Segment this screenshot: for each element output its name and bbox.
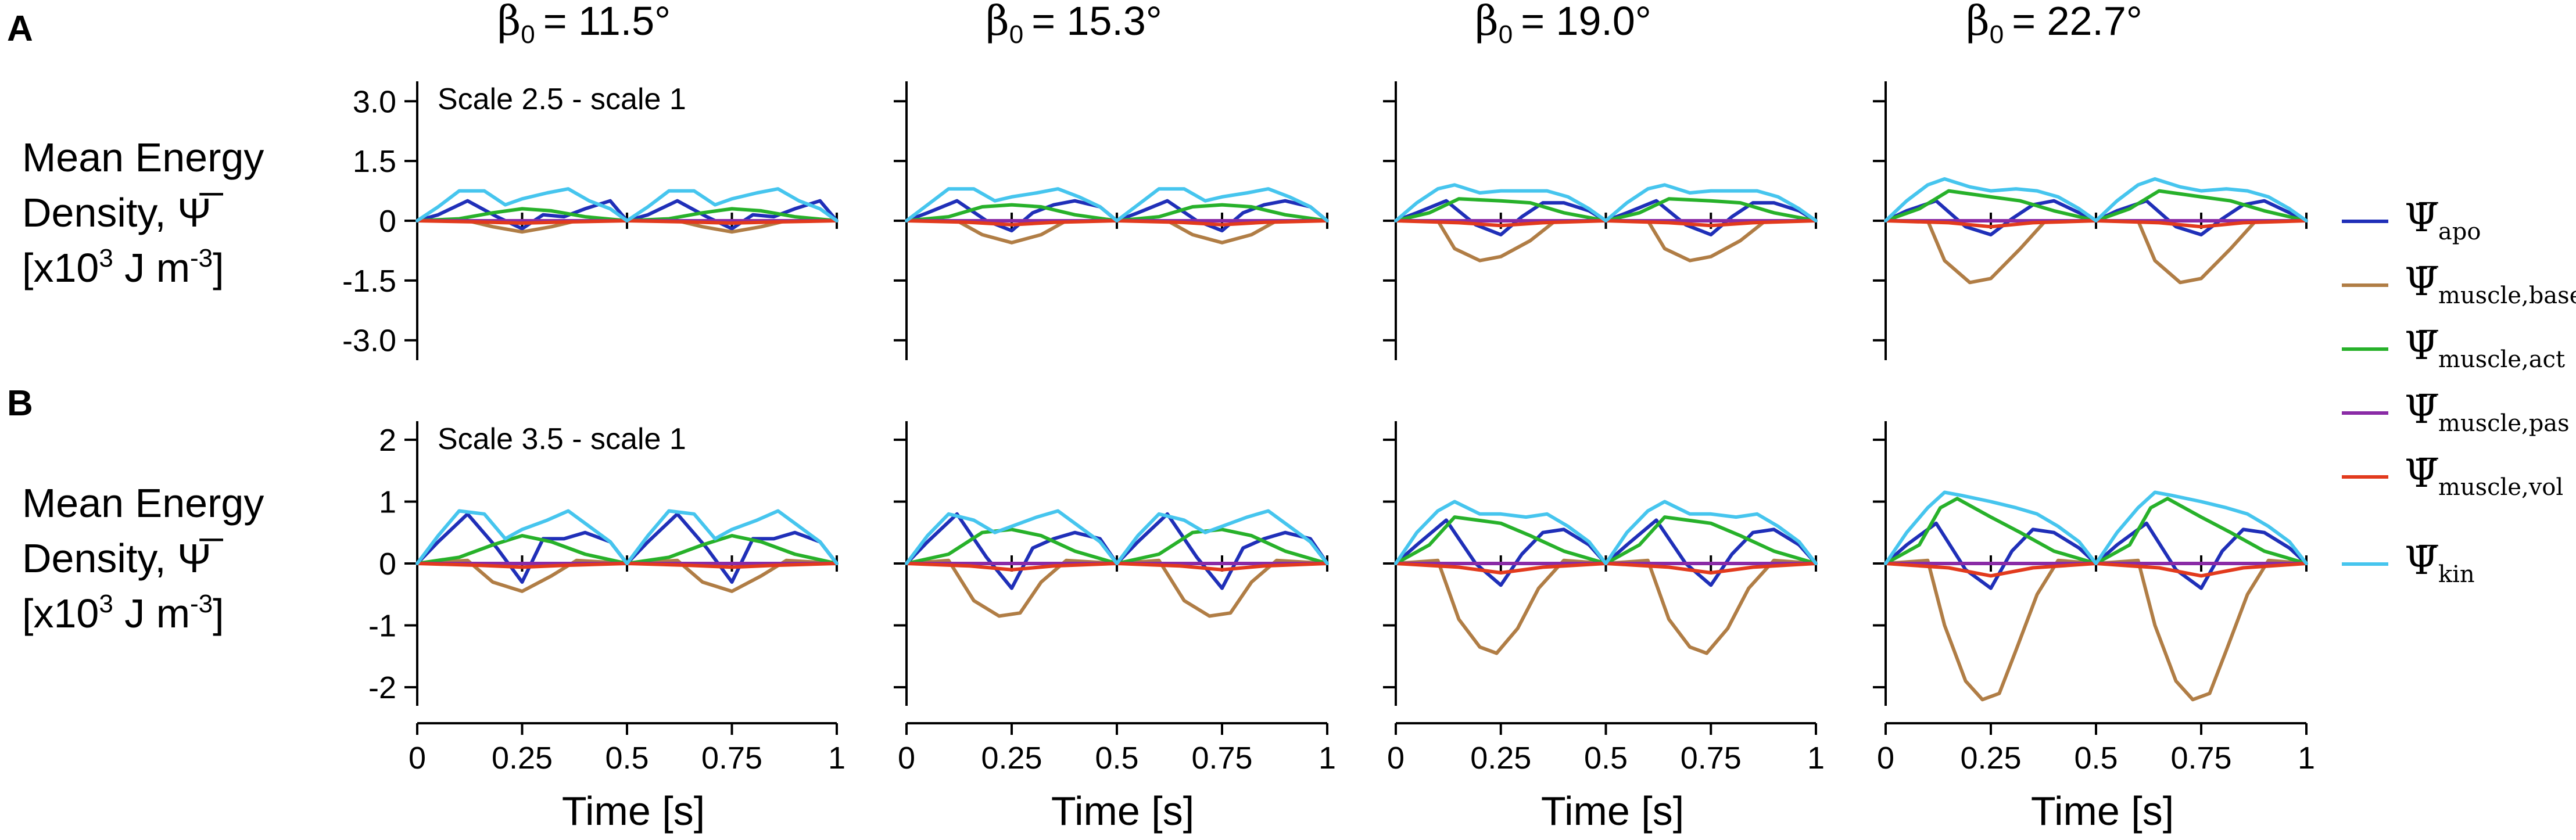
ylabel-b-line1: Mean Energy: [22, 480, 264, 526]
legend-item-muscle-base: Ψ̅muscle,base: [2342, 260, 2576, 309]
legend: Ψ̅apo Ψ̅muscle,base Ψ̅muscle,act Ψ̅muscl…: [2342, 196, 2576, 588]
ylabel-a-line3: [x103 J m-3]: [22, 244, 224, 290]
ylabel-a-line2: Density, Ψ̅: [22, 190, 224, 235]
series-apo: [1394, 518, 1818, 587]
y-tick-label: 0: [379, 204, 396, 239]
x-tick-label: 0.5: [1584, 741, 1628, 776]
plot-a-2: [894, 81, 1329, 360]
series-muscle-base: [1884, 219, 2308, 285]
xlabel-4: Time [s]: [2031, 788, 2174, 834]
series-muscle-base: [1884, 558, 2308, 702]
x-tick-label: 1: [2298, 741, 2315, 776]
legend-item-muscle-vol: Ψ̅muscle,vol: [2342, 451, 2563, 501]
x-tick-label: 0.75: [1681, 741, 1742, 776]
x-tick-label: 1: [828, 741, 845, 776]
column-title-1: β0 = 11.5°: [497, 0, 671, 49]
y-tick-label: -3.0: [342, 324, 396, 358]
x-tick-label: 1: [1807, 741, 1825, 776]
plot-b-2: 0 0.25 0.5 0.75 1: [894, 421, 1336, 776]
x-tick-label: 0.75: [701, 741, 762, 776]
series-kin: [1884, 490, 2308, 565]
ylabel-b-line2: Density, Ψ̅: [22, 536, 224, 581]
ylabel-a-line1: Mean Energy: [22, 135, 264, 180]
ylabel-b-line3: [x103 J m-3]: [22, 590, 224, 636]
legend-label-muscle-vol: Ψ̅muscle,vol: [2405, 451, 2563, 501]
x-tick-label: 0: [898, 741, 915, 776]
x-tick-label: 0: [409, 741, 426, 776]
legend-label-muscle-base: Ψ̅muscle,base: [2405, 260, 2576, 309]
legend-item-muscle-pas: Ψ̅muscle,pas: [2342, 387, 2570, 437]
y-tick-label: 2: [379, 423, 396, 458]
series-kin: [905, 187, 1329, 222]
x-tick-label: 0.75: [1191, 741, 1252, 776]
y-tick-label: 0: [379, 547, 396, 581]
panel-label-b: B: [7, 383, 33, 423]
plot-b-4: 0 0.25 0.5 0.75 1: [1873, 421, 2315, 776]
panel-label-a: A: [7, 9, 33, 49]
x-tick-label: 0.25: [1960, 741, 2021, 776]
annotation: Scale 2.5 - scale 1: [438, 82, 686, 116]
xlabels: Time [s] Time [s] Time [s] Time [s]: [562, 788, 2174, 834]
series-kin: [1884, 177, 2308, 222]
x-tick-label: 0.5: [1095, 741, 1138, 776]
series-muscle-base: [1394, 558, 1818, 655]
series-kin: [415, 509, 839, 565]
column-title-4: β0 = 22.7°: [1966, 0, 2143, 49]
x-tick-label: 0: [1877, 741, 1894, 776]
annotation: Scale 3.5 - scale 1: [438, 422, 686, 456]
column-titles: β0 = 11.5° β0 = 15.3° β0 = 19.0° β0 = 22.7°: [497, 0, 2143, 49]
legend-item-kin: Ψ̅kin: [2342, 539, 2475, 588]
x-tick-label: 0.5: [2074, 741, 2118, 776]
x-tick-label: 0.25: [492, 741, 553, 776]
chart-panels: 3.0 1.5 0 -1.5 -3.0 Scale 2.5 - scale 1 2 1 0 -1 -…: [342, 81, 2315, 776]
plot-a-4: [1873, 81, 2308, 360]
xlabel-1: Time [s]: [562, 788, 705, 834]
series-kin: [1394, 183, 1818, 222]
column-title-2: β0 = 15.3°: [986, 0, 1162, 49]
y-tick-label: 1: [379, 484, 396, 519]
plot-a-1: 3.0 1.5 0 -1.5 -3.0 Scale 2.5 - scale 1: [342, 81, 839, 360]
legend-item-apo: Ψ̅apo: [2342, 196, 2481, 245]
xlabel-2: Time [s]: [1051, 788, 1194, 834]
series-apo: [905, 512, 1329, 590]
y-tick-label: -2: [368, 670, 396, 705]
xlabel-3: Time [s]: [1541, 788, 1684, 834]
x-tick-label: 0: [1387, 741, 1405, 776]
x-tick-label: 1: [1319, 741, 1336, 776]
x-tick-label: 0.75: [2170, 741, 2231, 776]
series-kin: [1394, 500, 1818, 565]
legend-label-apo: Ψ̅apo: [2405, 196, 2481, 245]
ylabel-b: Mean Energy Density, Ψ̅ [x103 J m-3]: [22, 480, 264, 636]
legend-label-muscle-pas: Ψ̅muscle,pas: [2405, 387, 2570, 437]
series-kin: [415, 187, 839, 222]
plot-a-3: [1383, 81, 1818, 360]
y-tick-label: 1.5: [353, 144, 396, 179]
y-tick-label: -1: [368, 609, 396, 644]
ylabel-a: Mean Energy Density, Ψ̅ [x103 J m-3]: [22, 135, 264, 290]
legend-item-muscle-act: Ψ̅muscle,act: [2342, 324, 2565, 373]
column-title-3: β0 = 19.0°: [1475, 0, 1651, 49]
x-tick-label: 0.25: [1470, 741, 1531, 776]
y-tick-label: -1.5: [342, 264, 396, 299]
x-tick-label: 0.25: [981, 741, 1042, 776]
legend-label-kin: Ψ̅kin: [2405, 539, 2475, 588]
legend-label-muscle-act: Ψ̅muscle,act: [2405, 324, 2565, 373]
y-tick-label: 3.0: [353, 84, 396, 119]
plot-b-1: 2 1 0 -1 -2 0 0.25 0.5 0.75 1 Scale 3.5 - scale 1: [368, 421, 845, 776]
plot-b-3: 0 0.25 0.5 0.75 1: [1383, 421, 1825, 776]
series-kin: [905, 509, 1329, 565]
x-tick-label: 0.5: [605, 741, 649, 776]
